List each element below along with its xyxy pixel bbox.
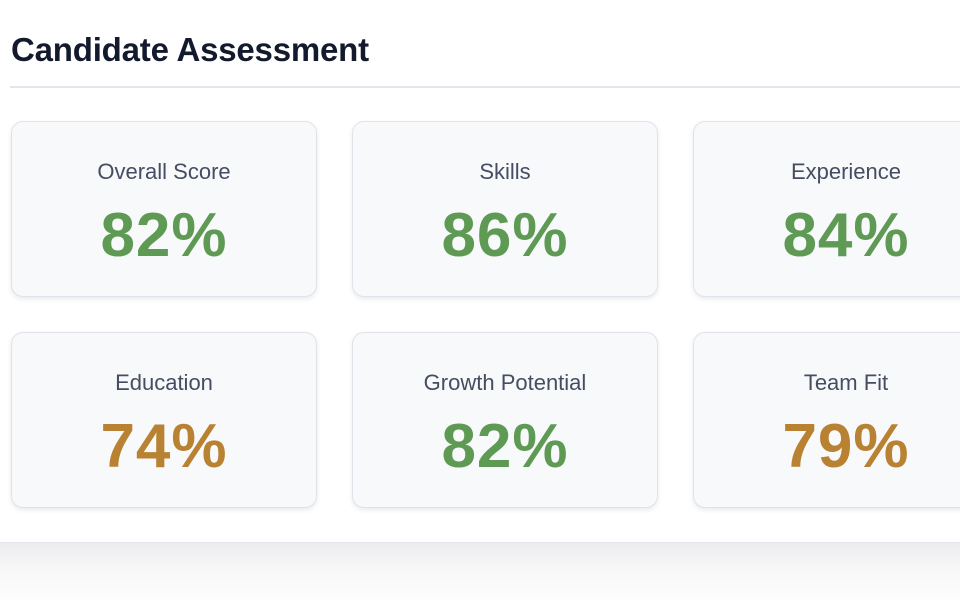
metric-label: Growth Potential: [423, 370, 587, 395]
metric-label: Skills: [479, 159, 531, 184]
metric-card-experience: Experience 84%: [693, 121, 960, 297]
metric-value: 82%: [100, 201, 228, 270]
metric-label: Experience: [790, 159, 902, 184]
metric-value: 86%: [441, 201, 569, 270]
page-title: Candidate Assessment: [11, 31, 369, 68]
metric-value: 79%: [782, 412, 910, 481]
candidate-assessment-panel: Candidate Assessment Overall Score 82% S…: [0, 31, 960, 543]
metric-label: Education: [115, 370, 213, 395]
metric-value: 74%: [100, 412, 228, 481]
metric-card-growth-potential: Growth Potential 82%: [352, 332, 658, 508]
metric-card-overall-score: Overall Score 82%: [11, 121, 317, 297]
metric-label: Overall Score: [97, 159, 231, 184]
page-background-below-panel: [0, 543, 960, 600]
metric-label: Team Fit: [803, 370, 889, 395]
metric-card-skills: Skills 86%: [352, 121, 658, 297]
metric-value: 84%: [782, 201, 910, 270]
metric-card-team-fit: Team Fit 79%: [693, 332, 960, 508]
title-divider: [10, 86, 960, 88]
metric-card-education: Education 74%: [11, 332, 317, 508]
metric-value: 82%: [441, 412, 569, 481]
